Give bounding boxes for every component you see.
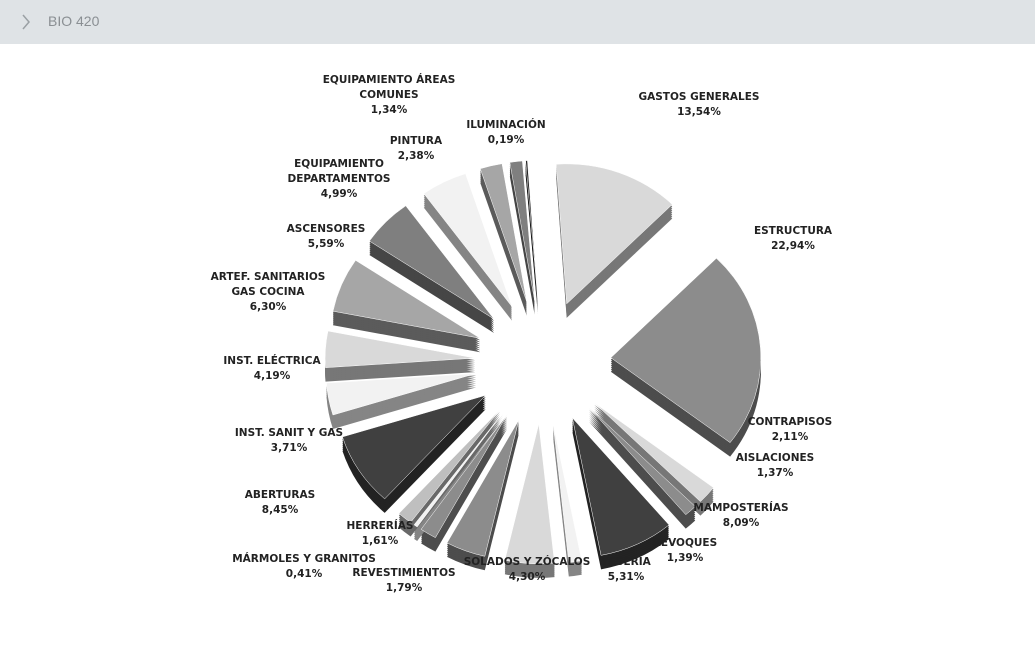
- slice: [594, 402, 714, 502]
- category-label: CONTRAPISOS: [747, 416, 833, 428]
- slice: [398, 409, 501, 523]
- category-label: ABERTURAS: [244, 489, 316, 501]
- category-label: INST. SANIT Y GAS: [234, 427, 344, 439]
- slice-side: [509, 172, 535, 313]
- value-label: 8,45%: [261, 504, 299, 516]
- data-label: GASTOS GENERALES 13,54%: [599, 90, 799, 120]
- slice-side: [525, 172, 538, 313]
- data-label: CONTRAPISOS 2,11%: [690, 415, 890, 445]
- data-label: ILUMINACIÓN 0,19%: [406, 118, 606, 148]
- slice: [479, 163, 528, 302]
- slice: [610, 257, 762, 443]
- category-label: ARTEF. SANITARIOS GAS COCINA: [210, 271, 326, 298]
- data-label: ASCENSORES 5,59%: [226, 222, 426, 252]
- value-label: 8,09%: [722, 517, 760, 529]
- slice-side: [525, 168, 538, 309]
- header-title: BIO 420: [48, 13, 100, 29]
- value-label: 1,37%: [756, 467, 794, 479]
- category-label: EQUIPAMIENTO DEPARTAMENTOS: [287, 158, 391, 185]
- category-label: SOLADOS Y ZÓCALOS: [463, 556, 591, 568]
- category-label: REVESTIMIENTOS: [352, 567, 456, 579]
- data-label: INST. ELÉCTRICA 4,19%: [172, 354, 372, 384]
- value-label: 1,39%: [666, 552, 704, 564]
- value-label: 5,59%: [307, 238, 345, 250]
- header-bar: BIO 420: [0, 0, 1035, 44]
- slice: [423, 173, 513, 307]
- data-label: ESTRUCTURA 22,94%: [693, 224, 893, 254]
- category-label: MAMPOSTERÍAS: [693, 502, 789, 514]
- slice-side: [525, 166, 538, 307]
- slice: [571, 417, 670, 556]
- slice: [326, 373, 477, 416]
- slice: [369, 205, 495, 320]
- value-label: 2,38%: [397, 150, 435, 162]
- data-label: HERRERÍAS 1,61%: [280, 519, 480, 549]
- category-label: EQUIPAMIENTO ÁREAS COMUNES: [322, 74, 456, 101]
- slice-side: [525, 170, 538, 311]
- category-label: AISLACIONES: [735, 452, 815, 464]
- data-label: REVESTIMIENTOS 1,79%: [304, 566, 504, 596]
- slice: [509, 160, 535, 301]
- data-label: MÁRMOLES Y GRANITOS 0,41%: [204, 552, 404, 582]
- category-label: ILUMINACIÓN: [466, 119, 546, 131]
- slice-side: [509, 174, 535, 315]
- slice: [504, 423, 555, 565]
- value-label: 4,19%: [253, 370, 291, 382]
- slice-side: [525, 164, 538, 305]
- data-label: MAMPOSTERÍAS 8,09%: [641, 501, 841, 531]
- data-label: REVOQUES 1,39%: [585, 536, 785, 566]
- category-label: MÁRMOLES Y GRANITOS: [232, 553, 376, 565]
- value-label: 2,11%: [771, 431, 809, 443]
- data-label: INST. SANIT Y GAS 3,71%: [189, 426, 389, 456]
- category-label: GASTOS GENERALES: [638, 91, 760, 103]
- slice: [332, 259, 481, 339]
- slice-side: [525, 174, 538, 315]
- value-label: 0,41%: [285, 568, 323, 580]
- slice-side: [509, 164, 535, 305]
- slice: [324, 330, 476, 368]
- data-label: ARTEF. SANITARIOS GAS COCINA 6,30%: [198, 270, 338, 315]
- category-label: ESTRUCTURA: [753, 225, 833, 237]
- category-label: REVOQUES: [652, 537, 718, 549]
- category-label: PINTURA: [389, 135, 443, 147]
- slice-side: [509, 170, 535, 311]
- value-label: 6,30%: [249, 301, 287, 313]
- slice: [555, 163, 673, 305]
- value-label: 4,99%: [320, 188, 358, 200]
- value-label: 1,61%: [361, 535, 399, 547]
- value-label: 3,71%: [270, 442, 308, 454]
- slice: [525, 160, 539, 301]
- value-label: 0,19%: [487, 134, 525, 146]
- slice: [588, 407, 696, 515]
- category-label: INST. ELÉCTRICA: [223, 355, 321, 367]
- slice: [342, 394, 487, 500]
- data-label: EQUIPAMIENTO DEPARTAMENTOS 4,99%: [284, 157, 394, 202]
- value-label: 1,34%: [370, 104, 408, 116]
- chevron-icon[interactable]: [20, 13, 32, 31]
- data-label: AISLACIONES 1,37%: [675, 451, 875, 481]
- data-label: ABERTURAS 8,45%: [180, 488, 380, 518]
- slice: [446, 419, 520, 557]
- value-label: 1,79%: [385, 582, 423, 594]
- slice-side: [509, 168, 535, 309]
- data-label: SOLADOS Y ZÓCALOS 4,30%: [427, 555, 627, 585]
- value-label: 5,31%: [607, 571, 645, 583]
- value-label: 13,54%: [677, 106, 721, 118]
- slice: [552, 423, 583, 563]
- data-label: EQUIPAMIENTO ÁREAS COMUNES 1,34%: [322, 73, 457, 118]
- data-label: YESERIA 5,31%: [526, 555, 726, 585]
- value-label: 22,94%: [771, 240, 815, 252]
- slice: [413, 412, 504, 528]
- category-label: HERRERÍAS: [346, 520, 414, 532]
- category-label: YESERIA: [601, 556, 651, 568]
- slice: [420, 414, 508, 538]
- category-label: ASCENSORES: [286, 223, 366, 235]
- data-label: PINTURA 2,38%: [316, 134, 516, 164]
- slice-side: [509, 166, 535, 307]
- value-label: 4,30%: [508, 571, 546, 583]
